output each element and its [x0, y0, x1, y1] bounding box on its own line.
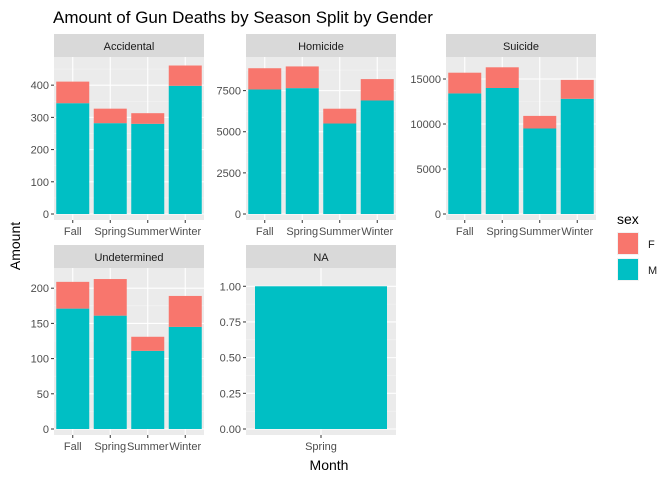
y-tick-label: 5000 — [417, 164, 441, 176]
bar-f-winter — [360, 79, 394, 101]
bar-m-summer — [131, 350, 165, 429]
facet-strip — [246, 245, 396, 268]
legend-label-m: M — [648, 265, 657, 277]
bar-m-winter — [360, 100, 394, 214]
y-tick-label: 100 — [31, 354, 49, 366]
x-tick-label: Fall — [64, 441, 82, 453]
chart-title: Amount of Gun Deaths by Season Split by … — [53, 8, 433, 27]
y-tick-label: 7500 — [217, 86, 241, 98]
bar-m-spring — [93, 123, 127, 214]
facet-homicide: Homicide 0 2500 5000 7500 Fall Spring Summer Win… — [217, 34, 396, 238]
y-tick-label: 100 — [31, 177, 49, 189]
y-tick-label: 0.00 — [220, 424, 241, 436]
y-tick-label: 2500 — [217, 168, 241, 180]
bar-m-summer — [323, 123, 357, 214]
bar-m-winter — [168, 85, 202, 214]
facet-strip-label: Undetermined — [94, 252, 163, 264]
bar-f-spring — [93, 279, 127, 316]
bar-f-spring — [285, 66, 319, 89]
y-tick-label: 200 — [31, 145, 49, 157]
y-tick-label: 0.25 — [220, 388, 241, 400]
x-tick-label: Winter — [561, 226, 593, 238]
x-tick-label: Winter — [361, 226, 393, 238]
facet-accidental: Accidental 0 100 200 300 400 Fall Spring Summer W… — [31, 34, 204, 238]
bar-f-summer — [323, 108, 357, 124]
x-tick-label: Spring — [286, 226, 318, 238]
y-tick-label: 0.50 — [220, 353, 241, 365]
facet-strip-label: Homicide — [298, 41, 344, 53]
facet-strip-label: Accidental — [104, 41, 155, 53]
facet-strip-label: Suicide — [503, 41, 539, 53]
bar-m-summer — [131, 123, 165, 214]
bar-m-fall — [448, 93, 482, 214]
bar-f-summer — [131, 336, 165, 351]
bar-f-fall — [448, 72, 482, 94]
x-tick-label: Fall — [456, 226, 474, 238]
facet-strip — [54, 34, 204, 57]
y-axis-title: Amount — [7, 222, 23, 270]
y-tick-label: 1.00 — [220, 281, 241, 293]
x-tick-label: Winter — [169, 226, 201, 238]
y-tick-label: 5000 — [217, 127, 241, 139]
x-tick-label: Fall — [256, 226, 274, 238]
legend-swatch-m — [618, 259, 638, 280]
legend-swatch-f — [618, 233, 638, 254]
bar-m-winter — [560, 98, 594, 214]
bar-m-spring — [485, 88, 519, 214]
bar-f-fall — [56, 281, 90, 309]
y-tick-label: 10000 — [410, 119, 441, 131]
bar-f-fall — [248, 68, 282, 90]
y-tick-label: 0 — [43, 209, 49, 221]
facet-strip — [54, 245, 204, 268]
bar-f-summer — [523, 115, 557, 129]
facet-strip — [446, 34, 596, 57]
facet-na: NA 0.00 0.25 0.50 0.75 1.00 Spring — [220, 245, 396, 453]
y-tick-label: 400 — [31, 80, 49, 92]
y-tick-label: 200 — [31, 283, 49, 295]
legend-title: sex — [617, 211, 639, 227]
x-tick-label: Summer — [319, 226, 361, 238]
y-tick-label: 0.75 — [220, 317, 241, 329]
y-tick-label: 300 — [31, 112, 49, 124]
x-tick-label: Fall — [64, 226, 82, 238]
facet-undetermined: Undetermined 0 50 100 150 200 Fall Spring Summer… — [31, 245, 204, 453]
x-tick-label: Spring — [94, 441, 126, 453]
x-tick-label: Summer — [519, 226, 561, 238]
facet-suicide: Suicide 0 5000 10000 15000 Fall Spring Summer Wi… — [410, 34, 596, 238]
bar-f-fall — [56, 81, 90, 104]
y-tick-label: 0 — [43, 424, 49, 436]
x-tick-label: Spring — [94, 226, 126, 238]
x-tick-label: Spring — [305, 441, 337, 453]
bar-f-spring — [93, 108, 127, 124]
x-axis-title: Month — [310, 457, 349, 473]
facet-strip — [246, 34, 396, 57]
x-tick-label: Summer — [127, 226, 169, 238]
bar-m-winter — [168, 326, 202, 429]
bar-f-winter — [168, 295, 202, 327]
x-tick-label: Spring — [486, 226, 518, 238]
bar-m-fall — [248, 89, 282, 214]
legend: sex F M — [617, 211, 657, 281]
bar-m-fall — [56, 103, 90, 214]
facet-strip-label: NA — [313, 252, 329, 264]
bar-m-spring — [93, 315, 127, 429]
x-tick-label: Winter — [169, 441, 201, 453]
bar-f-winter — [168, 65, 202, 86]
y-tick-label: 0 — [235, 209, 241, 221]
y-tick-label: 0 — [435, 209, 441, 221]
bar-m-fall — [56, 308, 90, 429]
y-tick-label: 150 — [31, 318, 49, 330]
legend-label-f: F — [648, 239, 655, 251]
bar-f-winter — [560, 79, 594, 99]
x-tick-label: Summer — [127, 441, 169, 453]
bar-f-spring — [485, 67, 519, 88]
bar-f-summer — [131, 113, 165, 124]
bar-m-spring — [255, 286, 387, 429]
y-tick-label: 15000 — [410, 74, 441, 86]
y-tick-label: 50 — [37, 389, 49, 401]
bar-m-spring — [285, 88, 319, 214]
bar-m-summer — [523, 128, 557, 214]
